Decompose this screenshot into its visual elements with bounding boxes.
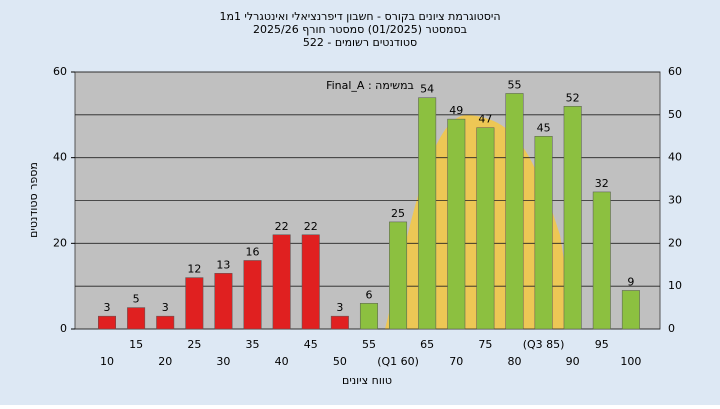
bar <box>301 234 320 330</box>
x-tick-label: 65 <box>420 338 434 351</box>
y2-tick-label: 20 <box>668 236 682 249</box>
x-tick-label: 15 <box>129 338 143 351</box>
x-tick-label: (Q3 85) <box>523 338 565 351</box>
x-tick-label: 25 <box>187 338 201 351</box>
x-tick-label: 45 <box>304 338 318 351</box>
value-label: 45 <box>537 121 551 134</box>
y-tick-label: 40 <box>53 151 67 164</box>
value-label: 55 <box>507 78 521 91</box>
x-tick-label: 75 <box>478 338 492 351</box>
chart-subtitle: בסמסטר (01/2025) סמסטר חורף 2025/26 <box>253 23 467 36</box>
bar <box>534 136 553 330</box>
y-tick-label: 20 <box>53 236 67 249</box>
chart-subtitle: סטודנטים רשומים - 522 <box>303 36 417 49</box>
y-tick-label: 0 <box>60 322 67 335</box>
value-label: 54 <box>420 83 434 96</box>
bar <box>156 315 175 330</box>
value-label: 22 <box>304 220 318 233</box>
value-label: 3 <box>104 301 111 314</box>
bar <box>418 97 437 330</box>
annotation: Final_A : במשימה <box>326 79 414 92</box>
x-tick-label: 10 <box>100 355 114 368</box>
value-label: 5 <box>133 293 140 306</box>
bar <box>447 118 466 330</box>
value-label: 6 <box>365 288 372 301</box>
x-tick-label: 100 <box>620 355 641 368</box>
bar <box>476 127 495 330</box>
x-tick-label: 20 <box>158 355 172 368</box>
y2-tick-label: 0 <box>668 322 675 335</box>
x-tick-label: 70 <box>449 355 463 368</box>
value-label: 3 <box>162 301 169 314</box>
y2-tick-label: 60 <box>668 65 682 78</box>
x-tick-label: 40 <box>275 355 289 368</box>
y-tick-label: 60 <box>53 65 67 78</box>
bar <box>563 106 582 330</box>
bar <box>214 273 233 330</box>
x-tick-label: 90 <box>566 355 580 368</box>
value-label: 3 <box>336 301 343 314</box>
bar <box>330 315 349 330</box>
y2-tick-label: 10 <box>668 279 682 292</box>
value-label: 32 <box>595 177 609 190</box>
bar <box>592 191 611 330</box>
bar <box>621 290 640 330</box>
value-label: 52 <box>566 91 580 104</box>
x-tick-label: 95 <box>595 338 609 351</box>
value-label: 47 <box>478 113 492 126</box>
x-tick-label: 80 <box>507 355 521 368</box>
bar <box>359 303 378 330</box>
value-label: 22 <box>275 220 289 233</box>
x-tick-label: 50 <box>333 355 347 368</box>
bar <box>243 260 262 330</box>
bar <box>98 315 116 330</box>
value-label: 13 <box>216 258 230 271</box>
chart-title: היסטוגרמת ציונים בקורס - חשבון דיפרנציאל… <box>219 10 500 23</box>
x-axis-label: טווח ציונים <box>342 374 392 387</box>
bar <box>185 277 204 330</box>
value-label: 49 <box>449 104 463 117</box>
value-label: 25 <box>391 207 405 220</box>
bar <box>127 307 146 330</box>
value-label: 16 <box>246 245 260 258</box>
value-label: 12 <box>187 263 201 276</box>
y2-tick-label: 40 <box>668 151 682 164</box>
x-tick-label: (Q1 60) <box>377 355 419 368</box>
x-tick-label: 55 <box>362 338 376 351</box>
bar <box>272 234 291 330</box>
y2-tick-label: 30 <box>668 194 682 207</box>
x-tick-label: 30 <box>216 355 230 368</box>
bar <box>389 221 408 330</box>
bar <box>505 93 524 330</box>
value-label: 9 <box>627 275 634 288</box>
y2-tick-label: 50 <box>668 108 682 121</box>
x-tick-label: 35 <box>246 338 260 351</box>
y-axis-label: מספר סטודנטים <box>27 162 40 238</box>
